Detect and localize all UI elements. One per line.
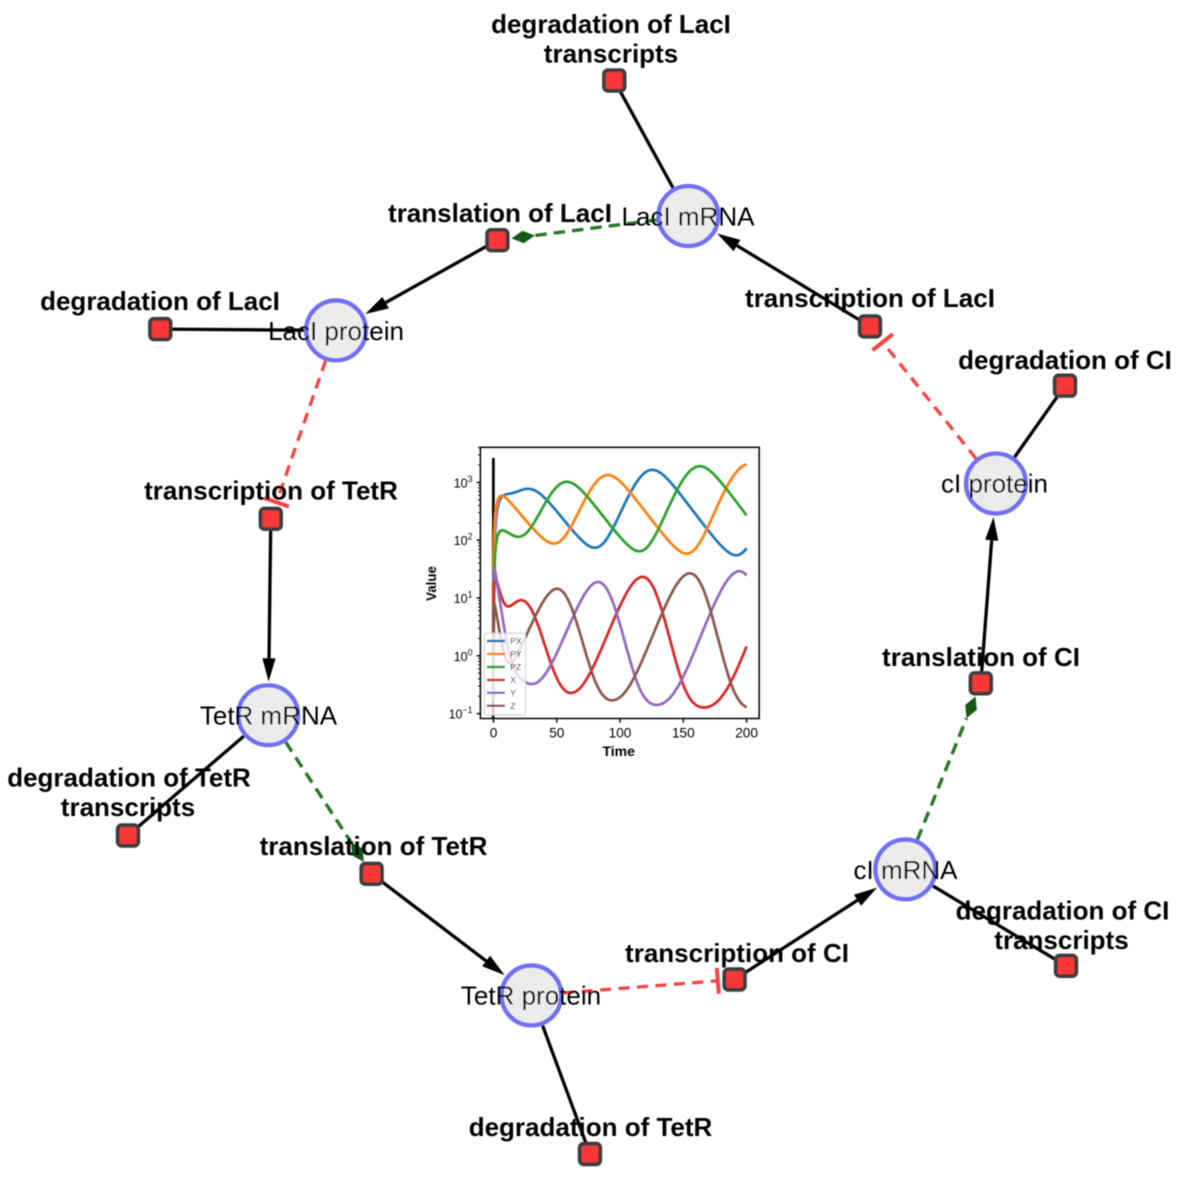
svg-text:translation of LacI: translation of LacI: [388, 198, 612, 228]
svg-text:transcripts: transcripts: [61, 792, 195, 822]
svg-text:X: X: [510, 675, 516, 685]
svg-text:degradation of CI: degradation of CI: [958, 345, 1172, 375]
svg-text:Value: Value: [424, 566, 439, 601]
svg-text:TetR protein: TetR protein: [461, 980, 601, 1010]
svg-text:cI protein: cI protein: [941, 469, 1048, 499]
svg-text:degradation of TetR: degradation of TetR: [469, 1112, 713, 1142]
svg-text:cI mRNA: cI mRNA: [854, 855, 959, 885]
svg-text:translation of TetR: translation of TetR: [260, 831, 488, 861]
svg-text:Z: Z: [510, 701, 515, 711]
svg-text:PZ: PZ: [510, 662, 521, 672]
svg-text:transcripts: transcripts: [994, 925, 1128, 955]
svg-text:LacI protein: LacI protein: [268, 316, 404, 346]
svg-text:TetR mRNA: TetR mRNA: [200, 700, 338, 730]
svg-text:0: 0: [490, 726, 498, 741]
svg-text:transcription of LacI: transcription of LacI: [745, 283, 995, 313]
svg-text:PY: PY: [510, 649, 522, 659]
svg-text:LacI mRNA: LacI mRNA: [622, 201, 756, 231]
svg-text:Time: Time: [602, 743, 635, 759]
svg-text:transcripts: transcripts: [544, 38, 678, 68]
svg-text:Y: Y: [510, 688, 516, 698]
svg-text:degradation of LacI: degradation of LacI: [491, 9, 731, 39]
svg-text:50: 50: [549, 726, 565, 741]
svg-text:150: 150: [672, 726, 695, 741]
svg-text:translation of CI: translation of CI: [882, 642, 1080, 672]
svg-text:degradation of TetR: degradation of TetR: [7, 762, 251, 792]
svg-text:200: 200: [735, 726, 758, 741]
svg-text:100: 100: [609, 726, 632, 741]
svg-text:transcription of TetR: transcription of TetR: [144, 475, 398, 505]
svg-text:degradation of CI: degradation of CI: [956, 896, 1170, 926]
svg-text:PX: PX: [510, 636, 522, 646]
svg-text:degradation of LacI: degradation of LacI: [40, 286, 280, 316]
svg-text:transcription of CI: transcription of CI: [625, 938, 849, 968]
